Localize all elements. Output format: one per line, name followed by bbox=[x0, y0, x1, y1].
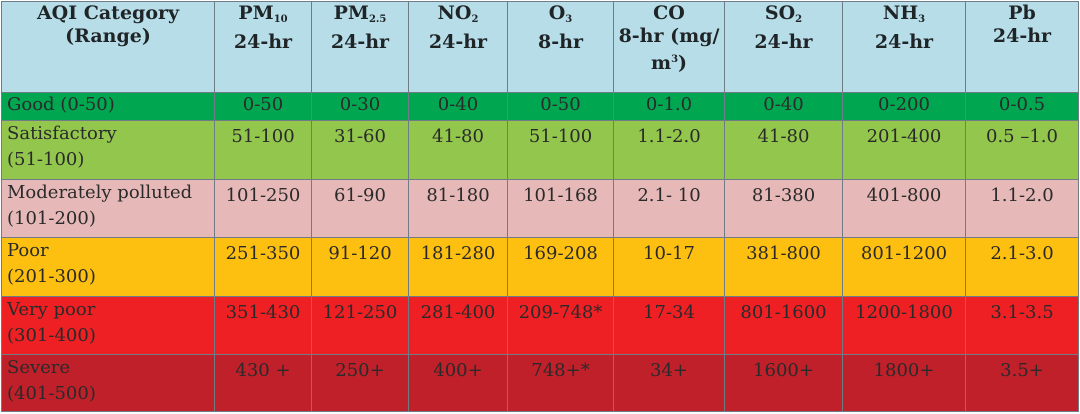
nh3-value-cell: 801-1200 bbox=[842, 237, 966, 297]
co-value-cell: 34+ bbox=[613, 354, 725, 412]
header-co: CO 8-hr (mg/ m3) bbox=[613, 1, 725, 93]
no2-value-cell: 181-280 bbox=[408, 237, 508, 297]
pm10-value-cell: 101-250 bbox=[214, 178, 312, 239]
header-range: (Range) bbox=[65, 25, 151, 47]
header-pm25: PM2.5 24-hr bbox=[311, 1, 409, 93]
nh3-value-cell: 1800+ bbox=[842, 354, 966, 412]
category-range: (201-300) bbox=[7, 266, 96, 288]
pm25-value-cell: 250+ bbox=[311, 354, 409, 412]
header-no2: NO2 24-hr bbox=[408, 1, 508, 93]
pm25-value-cell: 61-90 bbox=[311, 178, 409, 239]
header-title: AQI Category bbox=[36, 2, 180, 25]
nh3-value-cell: 401-800 bbox=[842, 178, 966, 239]
pb-value-cell: 2.1-3.0 bbox=[965, 237, 1079, 297]
co-value-cell: 2.1- 10 bbox=[613, 178, 725, 239]
o3-value-cell: 209-748* bbox=[507, 295, 614, 356]
category-label: Good (0-50) bbox=[7, 94, 115, 115]
o3-value-cell: 101-168 bbox=[507, 178, 614, 239]
table-body: Good (0-50) 0-50 0-30 0-40 0-50 0-1.0 0-40 0-20… bbox=[1, 91, 1079, 412]
so2-value-cell: 381-800 bbox=[724, 237, 843, 297]
header-row: AQI Category (Range) PM10 24-hr PM2.5 24… bbox=[1, 1, 1079, 93]
co-value-cell: 17-34 bbox=[613, 295, 725, 356]
aqi-category-cell: Moderately polluted (101-200) bbox=[1, 178, 215, 239]
table-row: Satisfactory (51-100) 51-100 31-60 41-80 51-1… bbox=[1, 120, 1079, 180]
o3-value-cell: 748+* bbox=[507, 354, 614, 412]
pm10-value-cell: 51-100 bbox=[214, 120, 312, 180]
table-row: Severe (401-500) 430 +250+ 400+ 748+* 34+ 1600… bbox=[1, 354, 1079, 412]
category-label: Poor bbox=[7, 240, 49, 262]
co-value-cell: 1.1-2.0 bbox=[613, 120, 725, 180]
table-row: Very poor (301-400) 351-430 121-250 281-400 2… bbox=[1, 295, 1079, 356]
category-label: Moderately polluted bbox=[7, 181, 193, 203]
co-value-cell: 10-17 bbox=[613, 237, 725, 297]
o3-value-cell: 0-50 bbox=[507, 91, 614, 122]
header-o3: O3 8-hr bbox=[507, 1, 614, 93]
so2-value-cell: 801-1600 bbox=[724, 295, 843, 356]
category-label: Severe bbox=[7, 357, 71, 379]
pb-value-cell: 1.1-2.0 bbox=[965, 178, 1079, 239]
o3-value-cell: 51-100 bbox=[507, 120, 614, 180]
pm10-value-cell: 0-50 bbox=[214, 91, 312, 122]
pb-value-cell: 0-0.5 bbox=[965, 91, 1079, 122]
nh3-value-cell: 0-200 bbox=[842, 91, 966, 122]
header-nh3: NH3 24-hr bbox=[842, 1, 966, 93]
table-row: Poor (201-300) 251-350 91-120 181-280 169-208… bbox=[1, 237, 1079, 297]
header-pb: Pb 24-hr bbox=[965, 1, 1079, 93]
no2-value-cell: 81-180 bbox=[408, 178, 508, 239]
pb-value-cell: 3.5+ bbox=[965, 354, 1079, 412]
aqi-category-cell: Very poor (301-400) bbox=[1, 295, 215, 356]
table-row: Good (0-50) 0-50 0-30 0-40 0-50 0-1.0 0-40 0-20… bbox=[1, 91, 1079, 122]
no2-value-cell: 400+ bbox=[408, 354, 508, 412]
pm25-value-cell: 121-250 bbox=[311, 295, 409, 356]
nh3-value-cell: 201-400 bbox=[842, 120, 966, 180]
category-range: (51-100) bbox=[7, 149, 85, 171]
category-range: (301-400) bbox=[7, 324, 96, 346]
category-range: (401-500) bbox=[7, 383, 96, 405]
pm10-value-cell: 351-430 bbox=[214, 295, 312, 356]
no2-value-cell: 281-400 bbox=[408, 295, 508, 356]
so2-value-cell: 81-380 bbox=[724, 178, 843, 239]
table-row: Moderately polluted (101-200) 101-250 61-90… bbox=[1, 178, 1079, 239]
so2-value-cell: 41-80 bbox=[724, 120, 843, 180]
aqi-category-cell: Good (0-50) bbox=[1, 91, 215, 122]
pm25-value-cell: 0-30 bbox=[311, 91, 409, 122]
header-aqi-category: AQI Category (Range) bbox=[1, 1, 215, 93]
pm25-value-cell: 31-60 bbox=[311, 120, 409, 180]
no2-value-cell: 0-40 bbox=[408, 91, 508, 122]
o3-value-cell: 169-208 bbox=[507, 237, 614, 297]
category-label: Very poor bbox=[7, 298, 96, 320]
so2-value-cell: 1600+ bbox=[724, 354, 843, 412]
pm10-value-cell: 430 + bbox=[214, 354, 312, 412]
aqi-category-cell: Poor (201-300) bbox=[1, 237, 215, 297]
header-pm10: PM10 24-hr bbox=[214, 1, 312, 93]
category-range: (101-200) bbox=[7, 207, 96, 229]
pb-value-cell: 0.5 –1.0 bbox=[965, 120, 1079, 180]
co-value-cell: 0-1.0 bbox=[613, 91, 725, 122]
aqi-category-cell: Severe (401-500) bbox=[1, 354, 215, 412]
header-so2: SO2 24-hr bbox=[724, 1, 843, 93]
aqi-category-cell: Satisfactory (51-100) bbox=[1, 120, 215, 180]
no2-value-cell: 41-80 bbox=[408, 120, 508, 180]
pm25-value-cell: 91-120 bbox=[311, 237, 409, 297]
pm10-value-cell: 251-350 bbox=[214, 237, 312, 297]
pb-value-cell: 3.1-3.5 bbox=[965, 295, 1079, 356]
so2-value-cell: 0-40 bbox=[724, 91, 843, 122]
category-label: Satisfactory bbox=[7, 123, 117, 145]
nh3-value-cell: 1200-1800 bbox=[842, 295, 966, 356]
